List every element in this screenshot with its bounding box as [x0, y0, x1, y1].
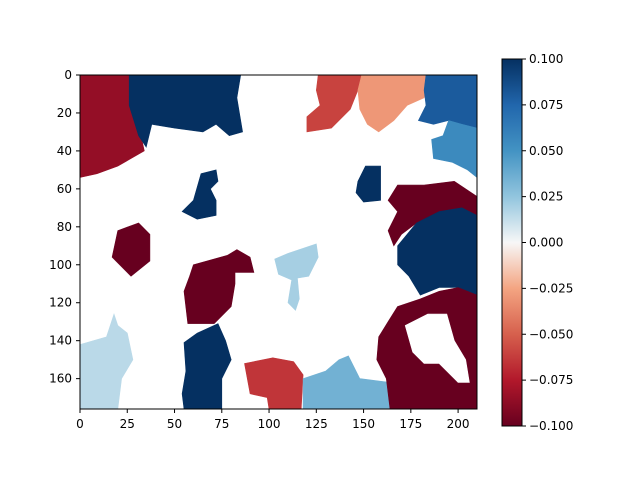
region-small-navy-mid-left [181, 169, 219, 220]
y-tick-label-40: 40 [57, 144, 72, 158]
y-tick-label-80: 80 [57, 220, 72, 234]
region-left-dark-red-blob [111, 222, 151, 277]
region-right-navy [397, 207, 477, 296]
x-tick-label-200: 200 [447, 417, 470, 431]
y-tick-label-160: 160 [49, 372, 72, 386]
colorbar-tick-label-7: −0.075 [529, 373, 573, 387]
colorbar-tick-label-3: 0.025 [529, 190, 563, 204]
heatmap-regions [80, 75, 477, 409]
colorbar-tick-label-6: −0.050 [529, 327, 573, 341]
region-right-steel-blue [431, 120, 477, 178]
colorbar-tick-label-5: −0.025 [529, 281, 573, 295]
y-tick-label-60: 60 [57, 182, 72, 196]
y-axis: 0 20 40 60 80 100 120 140 160 [49, 68, 80, 386]
region-center-light-blue [274, 243, 319, 311]
colorbar-tick-label-8: −0.100 [529, 419, 573, 433]
x-tick-label-125: 125 [305, 417, 328, 431]
region-white-notch-in-lower-red [404, 313, 470, 383]
x-tick-label-25: 25 [120, 417, 135, 431]
y-tick-label-120: 120 [49, 296, 72, 310]
x-tick-label-0: 0 [76, 417, 84, 431]
region-bottom-left-light-blue [80, 313, 134, 409]
colorbar-tick-label-2: 0.050 [529, 144, 563, 158]
colorbar-tick-label-4: 0.000 [529, 236, 563, 250]
x-tick-label-150: 150 [352, 417, 375, 431]
region-top-navy [128, 75, 243, 148]
x-tick-label-50: 50 [167, 417, 182, 431]
region-bottom-left-navy [181, 323, 232, 409]
x-tick-label-75: 75 [214, 417, 229, 431]
y-tick-label-100: 100 [49, 258, 72, 272]
region-center-dark-red [183, 249, 255, 324]
region-bottom-coral [244, 357, 304, 409]
y-tick-label-140: 140 [49, 334, 72, 348]
colorbar-tick-label-0: 0.100 [529, 52, 563, 66]
y-tick-label-20: 20 [57, 106, 72, 120]
x-tick-label-175: 175 [399, 417, 422, 431]
y-tick-label-0: 0 [64, 68, 72, 82]
x-axis: 0 25 50 75 100 125 150 175 200 [76, 409, 470, 431]
colorbar-tick-label-1: 0.075 [529, 98, 563, 112]
plot-frame [79, 74, 478, 410]
colorbar-axis: 0.100 0.075 0.050 0.025 0.000 −0.025 −0.050 −0.… [522, 52, 573, 433]
x-tick-label-100: 100 [258, 417, 281, 431]
region-bottom-light-blue [302, 355, 391, 409]
region-small-navy-center [355, 165, 381, 203]
colorbar [502, 59, 522, 426]
region-top-right-blue [417, 75, 477, 129]
